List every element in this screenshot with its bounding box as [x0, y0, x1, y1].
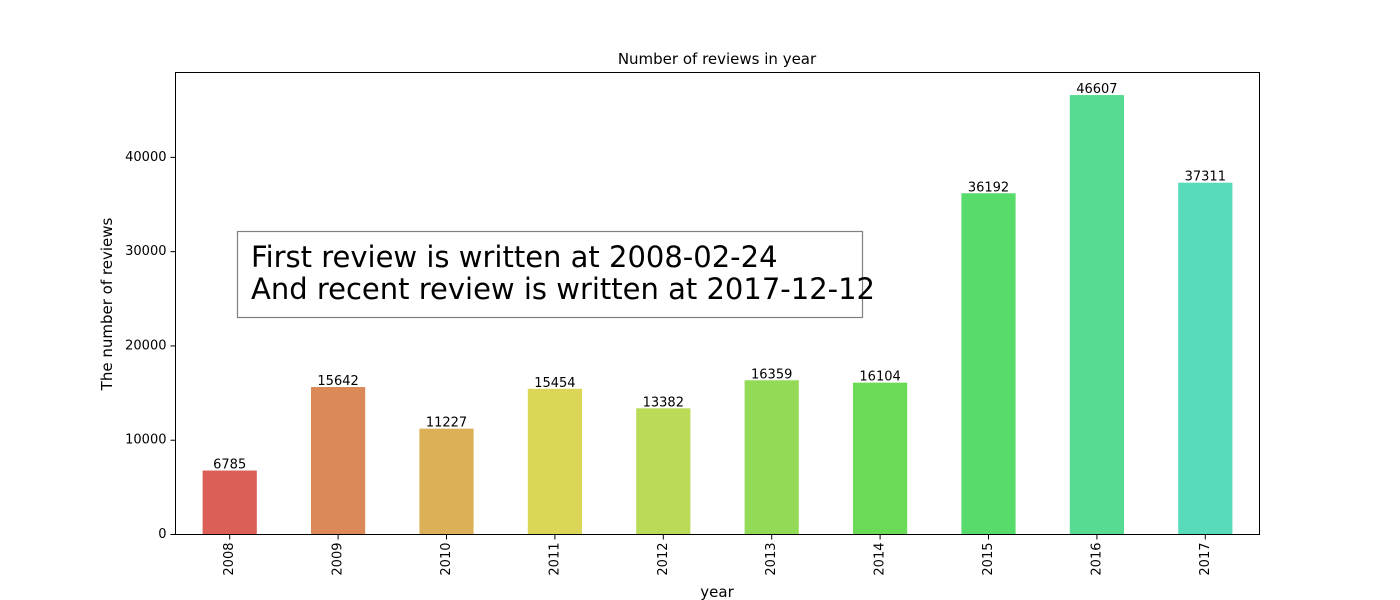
data-labels-layer: 6785 15642 11227 15454 13382 16359 16104 36192 4… [213, 82, 1226, 472]
plot-frame [175, 72, 1260, 535]
x-axis-label: year [700, 583, 734, 600]
x-tick-label-2017: 2017 [1198, 543, 1213, 576]
y-tick-label-10000: 10000 [125, 433, 166, 448]
y-tick-label-20000: 20000 [125, 338, 166, 353]
x-tick-label-2012: 2012 [656, 543, 671, 576]
data-label-2016: 46607 [1076, 82, 1117, 97]
data-label-2015: 36192 [968, 180, 1009, 195]
bar-2009 [311, 387, 366, 535]
chart-title: Number of reviews in year [618, 50, 817, 68]
bar-2008 [202, 470, 257, 535]
data-label-2011: 15454 [534, 376, 575, 391]
x-tick-label-2010: 2010 [439, 543, 454, 576]
x-tick-label-2013: 2013 [764, 543, 779, 576]
data-label-2008: 6785 [213, 458, 246, 473]
bar-2017 [1178, 182, 1233, 535]
data-label-2017: 37311 [1185, 170, 1226, 185]
bar-2013 [744, 380, 799, 535]
bar-2014 [853, 382, 908, 535]
x-tick-label-2015: 2015 [981, 543, 996, 576]
annotation-line-recent-review: And recent review is written at 2017-12-… [251, 272, 875, 306]
x-axis: 2008 2009 2010 2011 2012 2013 2014 2015 2016 2017 [222, 534, 1213, 576]
bar-2016 [1069, 95, 1124, 535]
bar-2015 [961, 193, 1016, 535]
x-tick-label-2009: 2009 [331, 543, 346, 576]
annotation-box: First review is written at 2008-02-24 An… [236, 230, 875, 319]
x-tick-label-2014: 2014 [873, 543, 888, 576]
y-tick-label-30000: 30000 [125, 244, 166, 259]
bars-layer [202, 95, 1233, 535]
annotation-line-first-review: First review is written at 2008-02-24 [251, 240, 778, 274]
data-label-2010: 11227 [426, 416, 467, 431]
annotation-frame [236, 230, 864, 319]
x-tick-label-2008: 2008 [222, 543, 237, 576]
data-label-2014: 16104 [859, 370, 900, 385]
y-tick-label-40000: 40000 [125, 150, 166, 165]
data-label-2009: 15642 [317, 374, 358, 389]
bar-2011 [527, 388, 582, 535]
y-axis-label: The number of reviews [98, 218, 116, 392]
bar-2012 [636, 408, 691, 535]
x-tick-label-2011: 2011 [547, 543, 562, 576]
y-axis: 0 10000 20000 30000 40000 [125, 150, 176, 542]
data-label-2012: 13382 [643, 395, 684, 410]
y-tick-label-0: 0 [158, 527, 166, 542]
bar-2010 [419, 428, 474, 535]
x-tick-label-2016: 2016 [1089, 543, 1104, 576]
data-label-2013: 16359 [751, 367, 792, 382]
